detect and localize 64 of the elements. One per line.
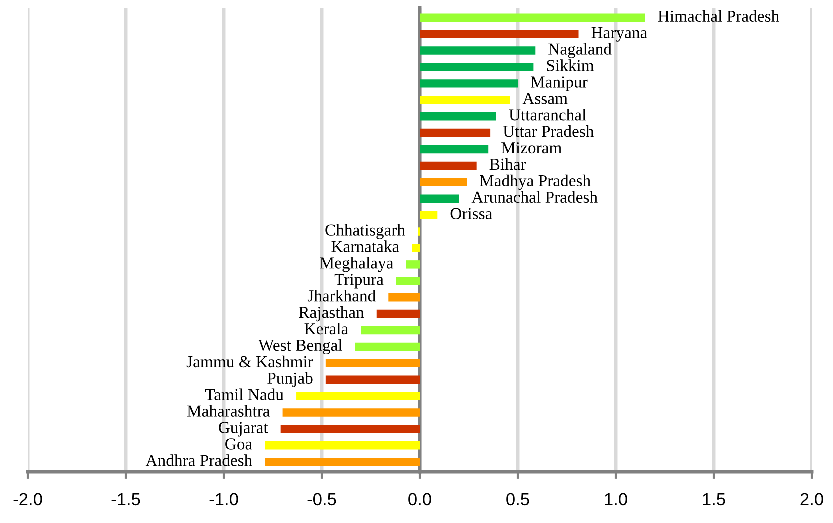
- y-tick-label: Tamil Nadu: [205, 388, 284, 400]
- x-tick-label: -2.0: [14, 493, 42, 506]
- bar: [420, 162, 477, 170]
- bar: [420, 211, 438, 220]
- y-tick-label: Uttaranchal: [509, 109, 586, 121]
- bar: [420, 128, 491, 138]
- x-tick-label: -1.5: [112, 493, 140, 506]
- bar: [420, 96, 510, 104]
- x-tick-label: 0.5: [506, 493, 530, 506]
- bar: [420, 178, 468, 187]
- y-tick-label: Maharashtra: [187, 405, 270, 417]
- y-tick-label: Goa: [226, 438, 252, 450]
- y-tick-label: Manipur: [530, 76, 588, 92]
- bar: [388, 293, 420, 302]
- y-tick-label: Chhatisgarh: [326, 224, 406, 240]
- y-tick-label: Bihar: [490, 158, 526, 170]
- y-tick-label: Punjab: [268, 372, 313, 388]
- y-tick-label: Meghalaya: [320, 257, 394, 272]
- y-tick-label: Gujarat: [219, 422, 268, 437]
- y-tick-label: Sikkim: [547, 60, 594, 72]
- y-tick-label: Nagaland: [548, 43, 612, 58]
- x-tick-label: 1.5: [703, 493, 726, 506]
- y-tick-label: West Bengal: [258, 339, 342, 355]
- x-tick-label: -0.5: [308, 493, 336, 506]
- bar: [326, 376, 420, 384]
- bar: [420, 14, 646, 22]
- bar: [412, 244, 420, 252]
- y-tick-label: Tripura: [334, 274, 384, 289]
- bar: [420, 46, 536, 55]
- bar: [326, 359, 420, 368]
- y-tick-label: Arunachal Pradesh: [472, 191, 598, 204]
- y-tick-label: Assam: [522, 93, 568, 104]
- bar: [361, 326, 420, 335]
- bar: [280, 425, 420, 434]
- y-tick-label: Himachal Pradesh: [658, 10, 780, 22]
- bar: [265, 442, 420, 450]
- bar: [420, 112, 496, 121]
- bar: [282, 408, 420, 417]
- bar: [420, 30, 579, 38]
- bar: [420, 63, 534, 72]
- bar: [265, 458, 420, 466]
- y-tick-label: Rajasthan: [299, 306, 364, 322]
- bar: [420, 145, 489, 154]
- y-tick-label: Jharkhand: [308, 290, 376, 302]
- y-tick-label: Madhya Pradesh: [480, 174, 591, 190]
- bar: [396, 277, 420, 286]
- y-tick-label: Andhra Pradesh: [146, 454, 252, 466]
- y-tick-label: Jammu & Kashmir: [186, 356, 314, 368]
- x-tick-label: 2.0: [800, 493, 824, 506]
- bar: [420, 80, 518, 88]
- x-tick-label: -1.0: [210, 493, 238, 506]
- bar: [355, 342, 420, 352]
- bar: [376, 310, 420, 318]
- y-tick-label: Karnataka: [332, 240, 400, 252]
- x-tick-label: 1.0: [605, 493, 628, 506]
- bar: [420, 194, 460, 203]
- y-tick-label: Uttar Pradesh: [503, 125, 594, 138]
- bar: [296, 392, 420, 400]
- y-tick-label: Kerala: [304, 322, 348, 335]
- y-tick-label: Mizoram: [502, 142, 562, 154]
- y-tick-label: Haryana: [592, 27, 648, 42]
- x-tick-label: 0.0: [408, 493, 432, 506]
- bar: [406, 260, 420, 269]
- y-tick-label: Orissa: [450, 208, 492, 220]
